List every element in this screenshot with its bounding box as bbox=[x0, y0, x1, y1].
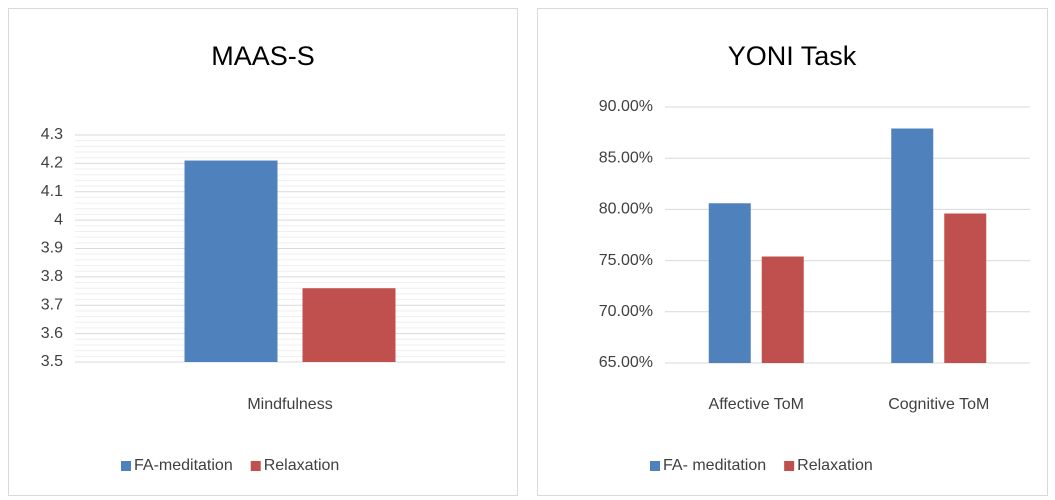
legend-label: FA-meditation bbox=[134, 457, 233, 474]
x-tick-label: Cognitive ToM bbox=[888, 396, 989, 413]
legend-label: Relaxation bbox=[264, 457, 340, 474]
legend-swatch bbox=[250, 461, 261, 471]
bar bbox=[302, 288, 396, 362]
legend-swatch bbox=[650, 461, 660, 471]
bar bbox=[891, 128, 934, 363]
bar bbox=[761, 256, 804, 363]
y-tick-label: 80.00% bbox=[599, 201, 653, 218]
y-tick-label: 3.6 bbox=[41, 325, 63, 342]
y-tick-label: 85.00% bbox=[599, 149, 653, 166]
y-tick-label: 4 bbox=[54, 211, 63, 228]
y-tick-label: 3.5 bbox=[41, 353, 63, 370]
y-tick-label: 70.00% bbox=[599, 303, 653, 320]
bar bbox=[708, 203, 751, 363]
legend-label: Relaxation bbox=[797, 457, 873, 474]
chart-title: MAAS-S bbox=[211, 41, 315, 71]
x-tick-label: Mindfulness bbox=[247, 396, 332, 413]
y-tick-label: 4.3 bbox=[41, 126, 63, 143]
y-tick-label: 3.7 bbox=[41, 296, 63, 313]
legend-swatch bbox=[121, 461, 131, 471]
y-tick-label: 3.9 bbox=[41, 240, 63, 257]
bar bbox=[944, 213, 987, 363]
y-tick-label: 65.00% bbox=[599, 354, 653, 371]
y-tick-label: 4.2 bbox=[41, 155, 63, 172]
y-tick-label: 4.1 bbox=[41, 183, 63, 200]
x-tick-label: Affective ToM bbox=[709, 396, 804, 413]
y-tick-label: 3.8 bbox=[41, 268, 63, 285]
y-tick-label: 90.00% bbox=[599, 98, 653, 115]
y-tick-label: 75.00% bbox=[599, 252, 653, 269]
bar bbox=[184, 160, 278, 362]
legend-swatch bbox=[784, 461, 795, 471]
chart-title: YONI Task bbox=[728, 41, 857, 71]
legend-label: FA- meditation bbox=[663, 457, 766, 474]
